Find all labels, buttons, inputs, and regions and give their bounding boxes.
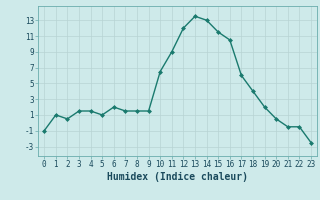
- X-axis label: Humidex (Indice chaleur): Humidex (Indice chaleur): [107, 172, 248, 182]
